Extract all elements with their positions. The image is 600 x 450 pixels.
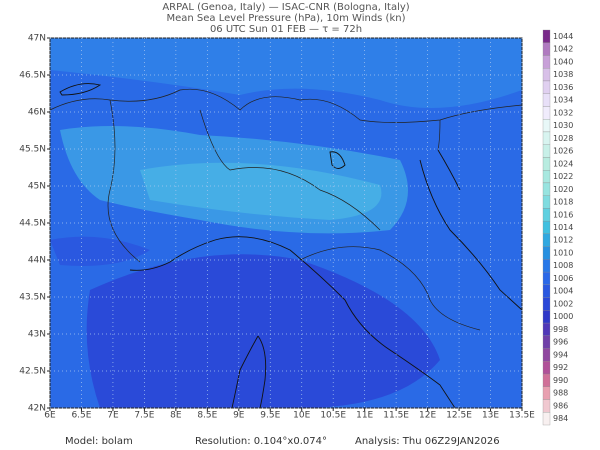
borders bbox=[49, 88, 523, 331]
colorbar-swatch bbox=[542, 29, 551, 43]
colorbar-swatch bbox=[542, 170, 551, 184]
colorbar-swatch bbox=[542, 157, 551, 171]
colorbar-label: 1020 bbox=[553, 185, 573, 194]
header-line: ARPAL (Genoa, Italy) — ISAC-CNR (Bologna… bbox=[162, 2, 409, 13]
colorbar-label: 1002 bbox=[553, 299, 573, 308]
colorbar-label: 1018 bbox=[553, 198, 573, 207]
colorbar-label: 1040 bbox=[553, 57, 573, 66]
lon-tick-label: 10E bbox=[293, 411, 310, 421]
colorbar-label: 1038 bbox=[553, 70, 573, 79]
colorbar-label: 1010 bbox=[553, 248, 573, 257]
colorbar-swatch bbox=[542, 195, 551, 209]
colorbar-swatch bbox=[542, 386, 551, 400]
colorbar-label: 1030 bbox=[553, 121, 573, 130]
lat-tick-label: 46.5N bbox=[19, 71, 46, 81]
colorbar-label: 1014 bbox=[553, 223, 573, 232]
lon-tick-label: 9E bbox=[233, 411, 245, 421]
lon-tick-label: 13.5E bbox=[509, 411, 535, 421]
lat-tick-label: 46N bbox=[28, 108, 46, 118]
colorbar-swatch bbox=[542, 208, 551, 222]
colorbar-swatch bbox=[542, 335, 551, 349]
colorbar-swatch bbox=[542, 322, 551, 336]
colorbar-label: 1034 bbox=[553, 96, 573, 105]
colorbar-swatch bbox=[542, 80, 551, 94]
colorbar-swatch bbox=[542, 93, 551, 107]
lat-tick-label: 43.5N bbox=[19, 293, 46, 303]
colorbar-swatch bbox=[542, 284, 551, 298]
map-field bbox=[50, 38, 522, 408]
footer-resolution: Resolution: 0.104°x0.074° bbox=[195, 436, 327, 447]
colorbar-swatch bbox=[542, 361, 551, 375]
lat-tick-label: 45.5N bbox=[19, 145, 46, 155]
colorbar-swatch bbox=[542, 297, 551, 311]
lon-tick-label: 9.5E bbox=[260, 411, 280, 421]
colorbar-swatch bbox=[542, 182, 551, 196]
colorbar-swatch bbox=[542, 271, 551, 285]
colorbar-label: 984 bbox=[553, 414, 568, 423]
footer-model: Model: bolam bbox=[65, 436, 133, 447]
header-line: 06 UTC Sun 01 FEB — τ = 72h bbox=[210, 24, 362, 35]
colorbar-label: 1022 bbox=[553, 172, 573, 181]
colorbar-label: 990 bbox=[553, 376, 568, 385]
lon-tick-label: 10.5E bbox=[320, 411, 346, 421]
lat-tick-label: 42.5N bbox=[19, 367, 46, 377]
colorbar-label: 1026 bbox=[553, 147, 573, 156]
colorbar-label: 1008 bbox=[553, 261, 573, 270]
colorbar-swatch bbox=[542, 144, 551, 158]
lat-tick-label: 45N bbox=[28, 182, 46, 192]
colorbar-label: 1032 bbox=[553, 108, 573, 117]
colorbar-swatch bbox=[542, 399, 551, 413]
colorbar-label: 1004 bbox=[553, 287, 573, 296]
colorbar-swatch bbox=[542, 119, 551, 133]
colorbar-swatch bbox=[542, 55, 551, 69]
colorbar-swatch bbox=[542, 246, 551, 260]
colorbar-swatch bbox=[542, 259, 551, 273]
colorbar-swatch bbox=[542, 220, 551, 235]
colorbar-swatch bbox=[542, 106, 551, 120]
colorbar-swatch bbox=[542, 373, 551, 387]
lon-tick-label: 12.5E bbox=[446, 411, 472, 421]
colorbar-label: 1024 bbox=[553, 159, 573, 168]
lat-tick-label: 43N bbox=[28, 330, 46, 340]
colorbar-swatch bbox=[542, 348, 551, 362]
lat-tick-label: 44.5N bbox=[19, 219, 46, 229]
lon-tick-label: 6E bbox=[44, 411, 56, 421]
lat-tick-label: 42N bbox=[28, 404, 46, 414]
colorbar-label: 1000 bbox=[553, 312, 573, 321]
lon-tick-label: 8E bbox=[170, 411, 182, 421]
colorbar-label: 986 bbox=[553, 401, 568, 410]
colorbar-label: 1016 bbox=[553, 210, 573, 219]
colorbar-swatch bbox=[542, 68, 551, 82]
colorbar-swatch bbox=[542, 412, 551, 426]
header-line: Mean Sea Level Pressure (hPa), 10m Winds… bbox=[167, 13, 406, 24]
lat-tick-label: 44N bbox=[28, 256, 46, 266]
footer-analysis: Analysis: Thu 06Z29JAN2026 bbox=[355, 436, 500, 447]
lon-tick-label: 6.5E bbox=[71, 411, 91, 421]
lon-tick-label: 11E bbox=[356, 411, 373, 421]
colorbar-label: 992 bbox=[553, 363, 568, 372]
lon-tick-label: 7E bbox=[107, 411, 119, 421]
colorbar-label: 1042 bbox=[553, 45, 573, 54]
lon-tick-label: 11.5E bbox=[383, 411, 409, 421]
colorbar-label: 1044 bbox=[553, 32, 573, 41]
lon-tick-label: 8.5E bbox=[197, 411, 217, 421]
lon-tick-label: 12E bbox=[419, 411, 436, 421]
colorbar-swatch bbox=[542, 42, 551, 56]
colorbar-label: 988 bbox=[553, 389, 568, 398]
lat-tick-label: 47N bbox=[28, 34, 46, 44]
colorbar-swatch bbox=[542, 131, 551, 145]
colorbar-label: 1028 bbox=[553, 134, 573, 143]
colorbar-label: 1006 bbox=[553, 274, 573, 283]
colorbar-label: 998 bbox=[553, 325, 568, 334]
colorbar-label: 996 bbox=[553, 338, 568, 347]
colorbar-label: 1036 bbox=[553, 83, 573, 92]
colorbar-swatch bbox=[542, 233, 551, 247]
lon-tick-label: 13E bbox=[482, 411, 499, 421]
colorbar-label: 994 bbox=[553, 350, 568, 359]
lon-tick-label: 7.5E bbox=[134, 411, 154, 421]
colorbar-swatch bbox=[542, 310, 551, 324]
coastlines bbox=[59, 83, 523, 409]
colorbar-label: 1012 bbox=[553, 236, 573, 245]
